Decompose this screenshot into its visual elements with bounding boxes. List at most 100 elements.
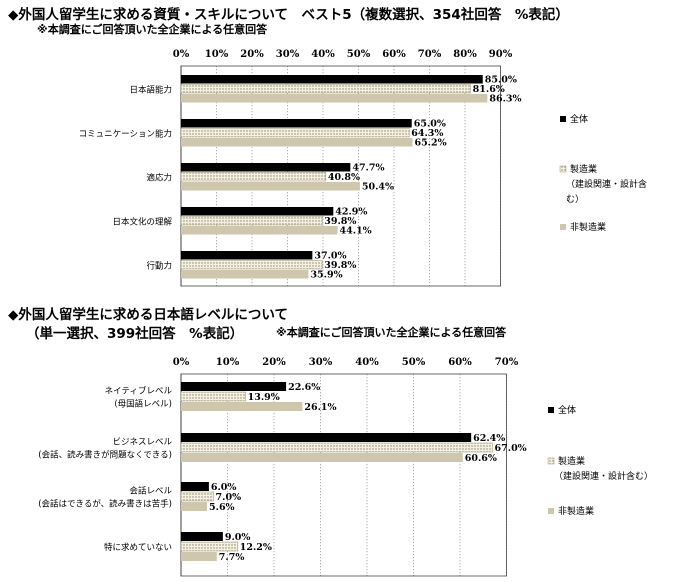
data-label: 39.8% xyxy=(324,260,356,271)
tick-label: 0% xyxy=(173,357,190,368)
data-label: 40.8% xyxy=(328,172,360,183)
tick-label: 30% xyxy=(309,357,333,368)
chart1-title: ◆外国人留学生に求める資質・スキルについて ベスト5（複数選択、354社回答 %… xyxy=(8,7,569,23)
data-label: 85.0% xyxy=(485,75,517,86)
bar xyxy=(180,172,327,182)
data-label: 64.3% xyxy=(411,128,443,139)
bar xyxy=(181,163,351,172)
legend-label: 非製造業 xyxy=(570,221,606,233)
tick-label: 30% xyxy=(276,49,300,60)
category-label: 適応力 xyxy=(146,172,172,183)
bar xyxy=(181,382,287,391)
legend-swatch xyxy=(548,508,554,514)
data-label: 44.1% xyxy=(340,226,372,237)
data-label: 22.6% xyxy=(288,382,320,393)
legend-label: （建設関連・設計含 xyxy=(566,178,647,190)
data-label: 65.0% xyxy=(414,119,446,130)
bar xyxy=(180,128,410,138)
tick-label: 0% xyxy=(173,49,190,60)
data-label: 62.4% xyxy=(473,433,505,444)
data-label: 81.6% xyxy=(473,84,505,95)
bar xyxy=(181,453,463,462)
tick-label: 70% xyxy=(418,49,442,60)
data-label: 42.9% xyxy=(335,207,367,218)
bar xyxy=(181,138,413,147)
legend-label: 全体 xyxy=(558,404,576,416)
category-label: 行動力 xyxy=(146,260,172,271)
category-label: 会話レベル xyxy=(129,486,172,497)
bar xyxy=(181,251,313,260)
chart2-note: ※本調査にご回答頂いた全企業による任意回答 xyxy=(276,326,507,339)
category-label: 特に求めていない xyxy=(104,542,172,553)
bar xyxy=(180,442,493,453)
bar xyxy=(181,502,208,511)
data-label: 35.9% xyxy=(310,270,342,281)
plot-frame xyxy=(180,373,507,577)
tick-label: 60% xyxy=(448,357,472,368)
category-label: (母国語レベル) xyxy=(114,399,172,410)
data-label: 65.2% xyxy=(414,138,446,149)
bar xyxy=(181,402,303,411)
bar xyxy=(181,270,309,279)
data-label: 50.4% xyxy=(362,182,394,193)
legend-label: 非製造業 xyxy=(558,505,594,517)
tick-label: 50% xyxy=(402,357,426,368)
chart2-svg: 0% 10% 20% 30% 40% 50% 60% 70% 22.6% 13.9% 26.1% ネイ… xyxy=(38,357,653,577)
bar xyxy=(181,182,360,191)
chart2-title: ◆外国人留学生に求める日本語レベルについて xyxy=(8,307,288,323)
tick-label: 20% xyxy=(262,357,286,368)
data-label: 39.8% xyxy=(324,216,356,227)
data-label: 86.3% xyxy=(489,94,521,105)
tick-label: 70% xyxy=(495,357,519,368)
data-label: 37.0% xyxy=(314,251,346,262)
bar xyxy=(180,84,471,94)
legend-swatch xyxy=(559,165,567,173)
tick-label: 10% xyxy=(205,49,229,60)
legend-swatch xyxy=(548,407,554,413)
data-label: 5.6% xyxy=(209,502,235,513)
bar xyxy=(181,75,483,84)
data-label: 9.0% xyxy=(225,532,251,543)
tick-label: 60% xyxy=(382,49,406,60)
data-label: 60.6% xyxy=(465,453,497,464)
tick-label: 40% xyxy=(355,357,379,368)
chart2-subtitle: （単一選択、399社回答 %表記） xyxy=(26,326,244,342)
category-label: 日本語能力 xyxy=(129,84,172,95)
category-label: ビジネスレベル xyxy=(112,438,172,448)
category-label: ネイティブレベル xyxy=(105,386,173,397)
tick-label: 90% xyxy=(489,49,513,60)
legend-label: む） xyxy=(566,194,584,205)
bar xyxy=(180,491,214,502)
bar xyxy=(181,207,334,216)
bar xyxy=(181,94,488,103)
bar xyxy=(181,532,223,541)
legend-label: （建設関連・設計含む） xyxy=(554,470,653,482)
chart1-note: ※本調査にご回答頂いた全企業による任意回答 xyxy=(37,23,268,36)
tick-label: 20% xyxy=(240,49,264,60)
data-label: 7.0% xyxy=(216,492,242,503)
bar xyxy=(180,541,238,552)
tick-label: 10% xyxy=(216,357,240,368)
data-label: 6.0% xyxy=(211,482,237,493)
tick-label: 50% xyxy=(347,49,371,60)
bar xyxy=(180,391,246,402)
legend-swatch xyxy=(560,116,566,122)
legend-label: 製造業 xyxy=(558,455,585,467)
bar xyxy=(181,119,412,128)
data-label: 7.7% xyxy=(219,552,245,563)
bar xyxy=(181,226,338,235)
category-label: 日本文化の理解 xyxy=(112,216,172,227)
legend-label: 全体 xyxy=(570,113,588,125)
category-label: (会話、読み書きが問題なくできる) xyxy=(38,450,172,461)
data-label: 13.9% xyxy=(248,392,280,403)
data-label: 12.2% xyxy=(240,542,272,553)
category-label: コミュニケーション能力 xyxy=(79,128,172,139)
tick-label: 40% xyxy=(311,49,335,60)
bar xyxy=(180,216,323,226)
bar xyxy=(180,260,323,270)
legend-swatch xyxy=(560,224,566,230)
tick-label: 80% xyxy=(453,49,477,60)
data-label: 26.1% xyxy=(304,402,336,413)
legend-swatch xyxy=(547,457,555,465)
chart1-svg: 0% 10% 20% 30% 40% 50% 60% 70% 80% 90% 85.0%81.6%8… xyxy=(79,49,647,287)
